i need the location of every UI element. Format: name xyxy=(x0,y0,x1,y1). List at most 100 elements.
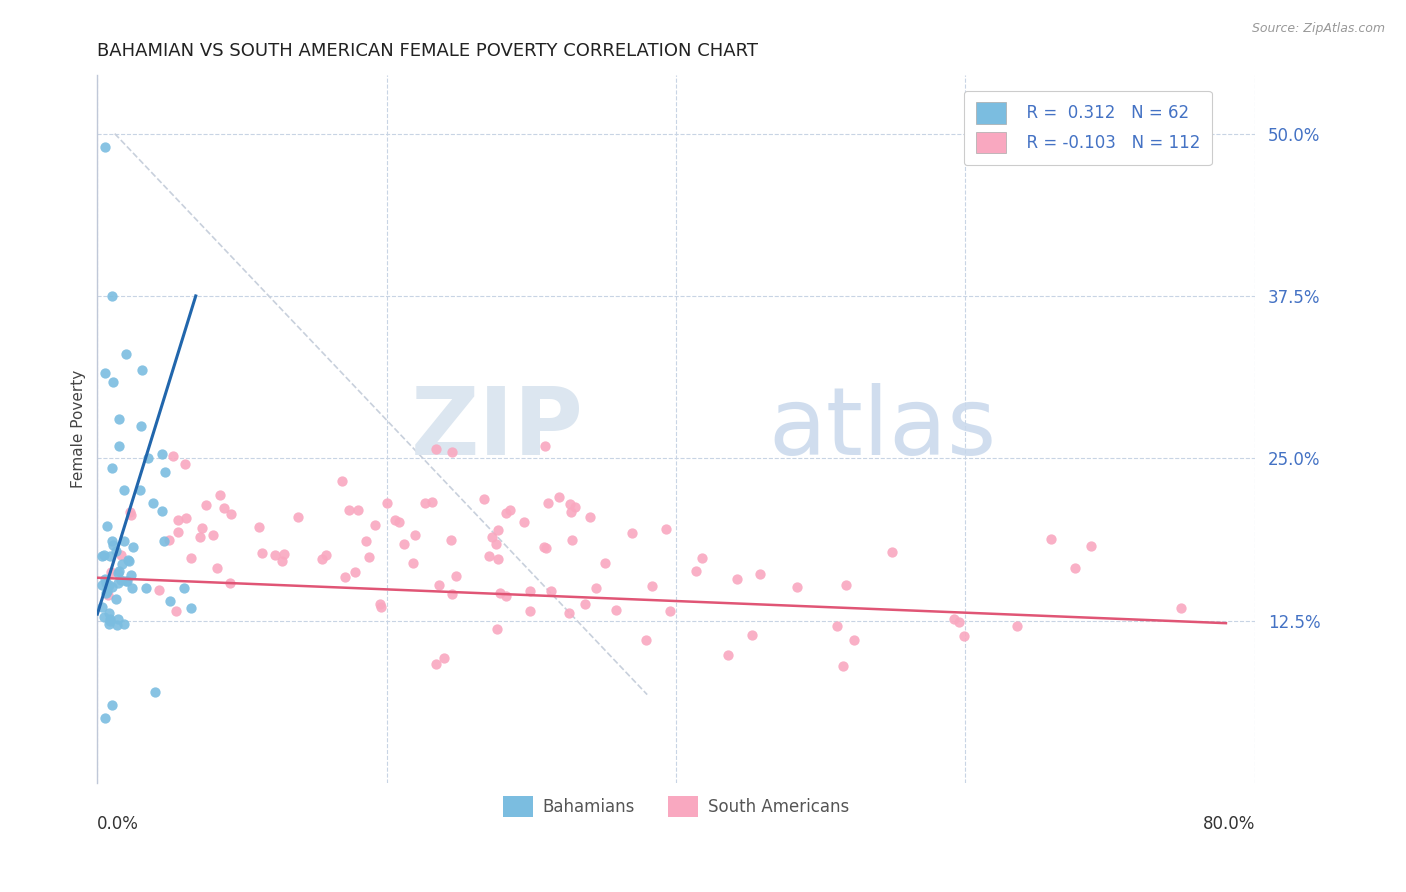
Point xyxy=(825,619,848,633)
Point xyxy=(717,648,740,663)
Point xyxy=(832,658,855,673)
Point xyxy=(100,566,122,580)
Point xyxy=(143,685,166,699)
Point xyxy=(585,582,607,596)
Point xyxy=(129,483,152,497)
Point xyxy=(159,594,181,608)
Point xyxy=(201,528,224,542)
Point xyxy=(337,503,360,517)
Point xyxy=(98,607,121,621)
Point xyxy=(574,597,596,611)
Point xyxy=(486,622,509,636)
Point xyxy=(112,483,135,497)
Point xyxy=(605,603,627,617)
Point xyxy=(108,412,131,426)
Point xyxy=(148,583,170,598)
Point xyxy=(1063,561,1085,575)
Point xyxy=(93,711,115,725)
Point xyxy=(844,632,866,647)
Point xyxy=(420,495,443,509)
Point xyxy=(94,586,117,600)
Point xyxy=(129,418,152,433)
Point xyxy=(218,575,240,590)
Point xyxy=(152,504,174,518)
Point xyxy=(370,600,392,615)
Point xyxy=(219,507,242,521)
Point xyxy=(540,584,562,599)
Point xyxy=(115,347,138,361)
Point xyxy=(392,537,415,551)
Point xyxy=(561,533,583,548)
Point xyxy=(93,610,115,624)
Point xyxy=(513,516,536,530)
Point xyxy=(401,556,423,570)
Point xyxy=(425,442,447,456)
Point xyxy=(112,616,135,631)
Point xyxy=(271,554,294,568)
Point xyxy=(131,363,153,377)
Point xyxy=(658,603,681,617)
Point xyxy=(105,617,128,632)
Point xyxy=(311,552,333,566)
Text: atlas: atlas xyxy=(769,383,997,475)
Point xyxy=(273,547,295,561)
Point xyxy=(110,573,132,587)
Point xyxy=(495,589,517,603)
Point xyxy=(425,657,447,671)
Point xyxy=(357,550,380,565)
Point xyxy=(97,588,120,602)
Point xyxy=(250,546,273,560)
Point xyxy=(953,629,976,643)
Point xyxy=(100,612,122,626)
Point xyxy=(593,556,616,570)
Point xyxy=(118,554,141,568)
Point xyxy=(748,567,770,582)
Point xyxy=(136,451,159,466)
Point xyxy=(388,515,411,529)
Point xyxy=(485,536,508,550)
Point xyxy=(110,548,132,562)
Point xyxy=(107,566,129,580)
Point xyxy=(558,497,581,511)
Point xyxy=(786,580,808,594)
Point xyxy=(114,574,136,588)
Point xyxy=(121,582,143,596)
Point xyxy=(478,549,501,563)
Point xyxy=(315,548,337,562)
Text: ZIP: ZIP xyxy=(411,383,583,475)
Legend: Bahamians, South Americans: Bahamians, South Americans xyxy=(496,789,856,824)
Point xyxy=(354,534,377,549)
Point xyxy=(120,505,142,519)
Point xyxy=(690,551,713,566)
Point xyxy=(90,549,112,563)
Point xyxy=(191,521,214,535)
Point xyxy=(120,568,142,582)
Point xyxy=(560,505,582,519)
Point xyxy=(107,575,129,590)
Point xyxy=(655,522,678,536)
Point xyxy=(135,581,157,595)
Point xyxy=(157,533,180,547)
Point xyxy=(564,500,586,514)
Point xyxy=(91,578,114,592)
Point xyxy=(621,525,644,540)
Point xyxy=(195,498,218,512)
Point xyxy=(333,570,356,584)
Point xyxy=(173,458,195,472)
Point xyxy=(287,510,309,524)
Point xyxy=(247,520,270,534)
Text: BAHAMIAN VS SOUTH AMERICAN FEMALE POVERTY CORRELATION CHART: BAHAMIAN VS SOUTH AMERICAN FEMALE POVERT… xyxy=(97,42,758,60)
Point xyxy=(332,474,354,488)
Point xyxy=(180,551,202,566)
Point xyxy=(98,549,121,563)
Point xyxy=(180,600,202,615)
Point xyxy=(519,583,541,598)
Point xyxy=(948,615,970,630)
Point xyxy=(533,438,555,452)
Point xyxy=(486,523,509,537)
Point xyxy=(486,552,509,566)
Point xyxy=(93,139,115,153)
Point xyxy=(142,496,165,510)
Point xyxy=(263,548,285,562)
Point xyxy=(111,558,134,572)
